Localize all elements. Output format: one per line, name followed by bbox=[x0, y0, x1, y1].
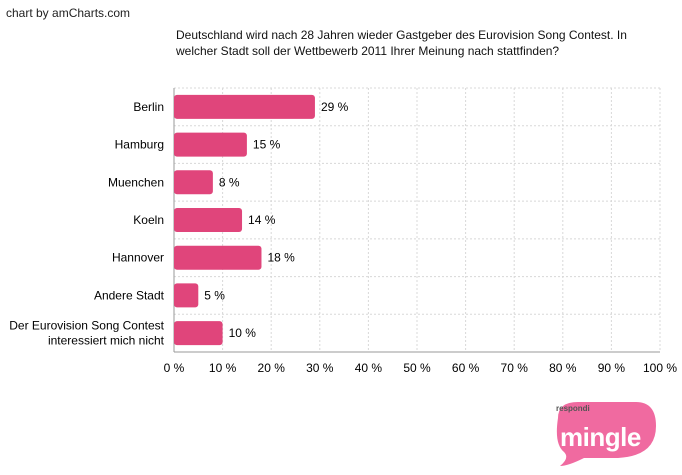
bar-value-label: 5 % bbox=[204, 288, 225, 302]
bars bbox=[174, 94, 315, 346]
x-tick-label: 90 % bbox=[598, 361, 626, 375]
category-label: Der Eurovision Song Contest interessiert … bbox=[9, 319, 164, 348]
x-tick-label: 70 % bbox=[501, 361, 529, 375]
chart-title: Deutschland wird nach 28 Jahren wieder G… bbox=[176, 27, 676, 59]
x-axis-ticks: 0 % 10 % 20 % 30 % 40 % 50 % 60 % 70 % 80 % 90 % 1… bbox=[164, 361, 678, 375]
x-tick-label: 50 % bbox=[403, 361, 431, 375]
bar[interactable] bbox=[174, 132, 247, 157]
bar[interactable] bbox=[174, 208, 243, 232]
bar-chart: Berlin Hamburg Muenchen Koeln Hannover Andere… bbox=[9, 87, 678, 375]
category-label: Muenchen bbox=[108, 175, 164, 189]
x-tick-label: 40 % bbox=[355, 361, 383, 375]
value-labels: 29 % 15 % 8 % 14 % 18 % 5 % 10 % bbox=[204, 100, 348, 340]
category-label: Andere Stadt bbox=[94, 288, 165, 302]
category-labels: Berlin Hamburg Muenchen Koeln Hannover Andere… bbox=[9, 100, 164, 348]
logo-wordmark: mingle bbox=[560, 422, 641, 452]
category-label: Hannover bbox=[112, 251, 164, 265]
x-tick-label: 10 % bbox=[209, 361, 237, 375]
logo-bubble bbox=[556, 402, 656, 466]
bar-value-label: 10 % bbox=[229, 326, 257, 340]
x-tick-label: 30 % bbox=[306, 361, 334, 375]
x-tick-label: 0 % bbox=[164, 361, 185, 375]
bar-value-label: 8 % bbox=[219, 175, 240, 189]
grid bbox=[173, 87, 661, 353]
bar[interactable] bbox=[174, 94, 315, 119]
bar[interactable] bbox=[174, 321, 223, 346]
x-tick-label: 20 % bbox=[258, 361, 286, 375]
bar[interactable] bbox=[174, 245, 262, 270]
x-tick-label: 80 % bbox=[549, 361, 577, 375]
bar-value-label: 15 % bbox=[253, 138, 281, 152]
chart-title-line: welcher Stadt soll der Wettbewerb 2011 I… bbox=[176, 44, 560, 58]
category-label: Koeln bbox=[133, 213, 164, 227]
bar-value-label: 14 % bbox=[248, 213, 276, 227]
category-label: Hamburg bbox=[115, 138, 164, 152]
x-tick-label: 100 % bbox=[643, 361, 677, 375]
chart-credit[interactable]: chart by amCharts.com bbox=[6, 6, 131, 20]
logo-prefix: respondi bbox=[556, 404, 590, 413]
chart-title-line: Deutschland wird nach 28 Jahren wieder G… bbox=[176, 28, 627, 42]
bar[interactable] bbox=[174, 283, 199, 308]
bar[interactable] bbox=[174, 170, 213, 195]
category-label: Berlin bbox=[133, 100, 164, 114]
bar-value-label: 29 % bbox=[321, 100, 349, 114]
mingle-logo[interactable] bbox=[548, 400, 660, 470]
bar-value-label: 18 % bbox=[267, 251, 295, 265]
x-tick-label: 60 % bbox=[452, 361, 480, 375]
